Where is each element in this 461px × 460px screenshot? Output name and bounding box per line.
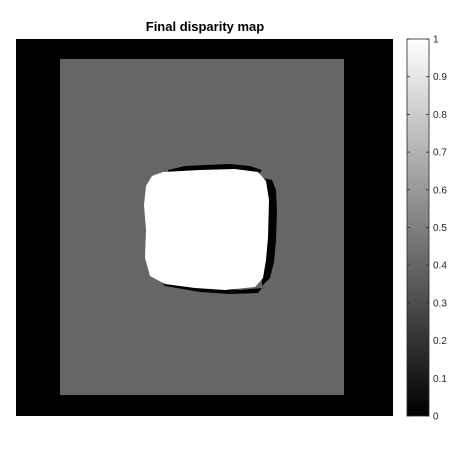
colorbar-tick-label: 0.9	[433, 72, 447, 83]
colorbar-tick-label: 1	[433, 35, 439, 46]
object-edge-bottom	[160, 280, 262, 294]
colorbar-tick-label: 0.1	[433, 374, 447, 385]
region-center-object	[144, 169, 269, 290]
colorbar-tick-label: 0.8	[433, 110, 447, 121]
colorbar-gradient	[406, 38, 430, 417]
chart-title: Final disparity map	[146, 19, 265, 34]
colorbar-tick-label: 0.2	[433, 336, 447, 347]
colorbar-tick-label: 0.7	[433, 148, 447, 159]
colorbar: 0 0.1 0.2 0.3 0.4 0.5 0.6 0.7 0.8 0.9 1	[406, 35, 447, 423]
colorbar-tick-label: 0.6	[433, 185, 447, 196]
colorbar-tick-label: 0	[433, 412, 439, 423]
colorbar-tick-label: 0.4	[433, 261, 447, 272]
colorbar-tick-label: 0.3	[433, 298, 447, 309]
disparity-image	[16, 39, 393, 416]
colorbar-tick-label: 0.5	[433, 223, 447, 234]
